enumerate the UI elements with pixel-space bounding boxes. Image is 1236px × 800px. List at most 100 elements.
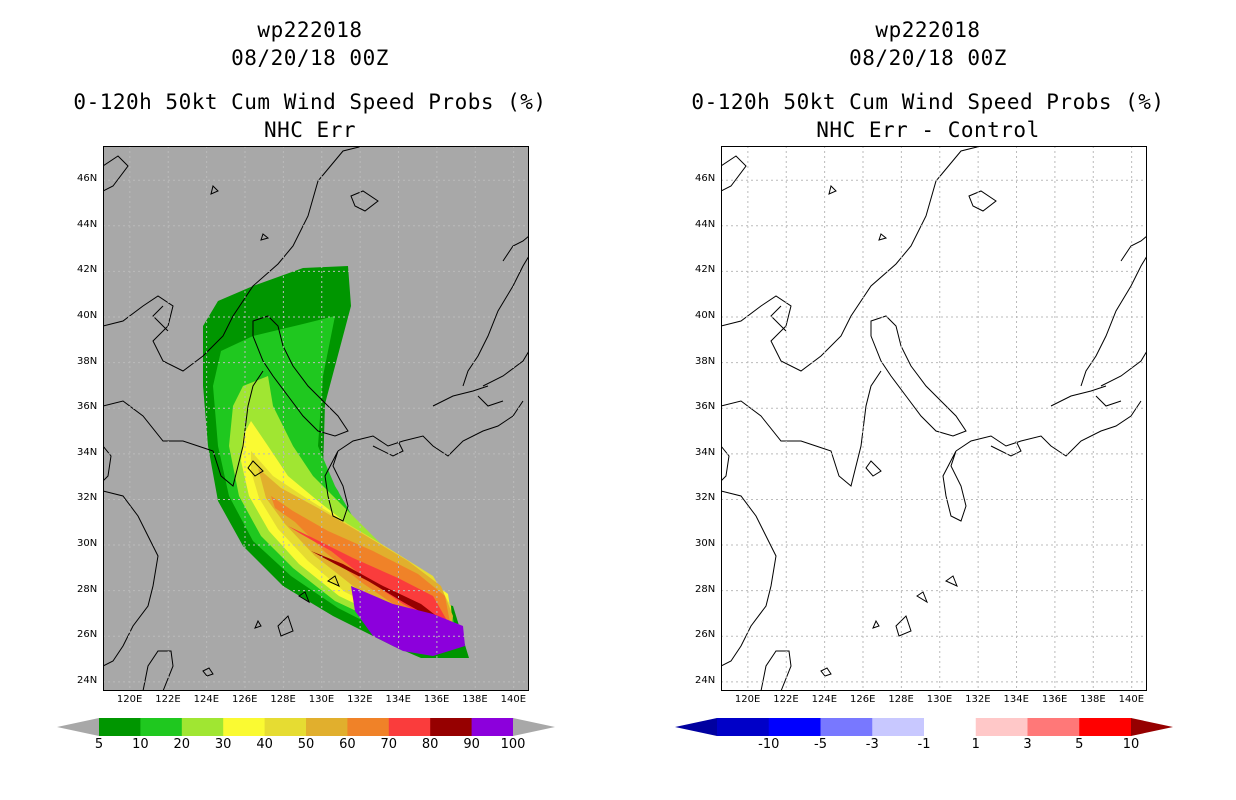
lon-tick-label: 126E <box>850 694 876 705</box>
lat-tick-label: 46N <box>77 173 98 185</box>
lat-tick-label: 40N <box>695 310 716 322</box>
lon-tick-label: 128E <box>888 694 914 705</box>
lon-tick-label: 120E <box>116 694 143 705</box>
left-coastlines <box>103 146 529 691</box>
right-title-subtitle: NHC Err - Control <box>816 118 1040 142</box>
lat-tick-label: 34N <box>77 446 98 458</box>
left-title-subtitle: NHC Err <box>263 118 356 142</box>
colorbar-segment <box>347 718 390 736</box>
right-colorbar-svg <box>675 718 1173 736</box>
right-graticule <box>721 146 1147 691</box>
colorbar-end-arrow <box>1131 718 1173 736</box>
colorbar-label: 3 <box>1023 737 1032 752</box>
lon-tick-label: 140E <box>1118 694 1145 705</box>
right-map-svg <box>721 146 1147 691</box>
probability-swath <box>203 266 469 658</box>
colorbar-label: 80 <box>421 737 439 752</box>
lon-tick-label: 132E <box>965 694 991 705</box>
colorbar-label: 5 <box>1075 737 1084 752</box>
lon-tick-label: 124E <box>193 694 220 705</box>
colorbar-label: 100 <box>500 737 526 752</box>
lat-tick-label: 30N <box>77 538 98 550</box>
lat-tick-label: 24N <box>77 674 98 686</box>
left-map-panel <box>103 146 529 691</box>
lat-tick-label: 42N <box>77 264 98 276</box>
lon-tick-label: 130E <box>308 694 335 705</box>
colorbar-label: 50 <box>297 737 315 752</box>
lon-tick-label: 130E <box>926 694 953 705</box>
lat-tick-label: 30N <box>695 538 716 550</box>
colorbar-segment <box>264 718 307 736</box>
lat-tick-label: 36N <box>77 401 98 413</box>
colorbar-segment <box>1079 718 1132 736</box>
colorbar-segment <box>306 718 348 736</box>
colorbar-label: 70 <box>380 737 398 752</box>
right-title-storm: wp222018 <box>875 18 981 42</box>
colorbar-label: -10 <box>758 737 780 752</box>
right-title-product: 0-120h 50kt Cum Wind Speed Probs (%) <box>691 90 1165 114</box>
lon-tick-label: 138E <box>462 694 488 705</box>
colorbar-segment <box>430 718 473 736</box>
left-title-storm: wp222018 <box>257 18 363 42</box>
lat-tick-label: 28N <box>695 583 716 595</box>
lon-tick-label: 122E <box>155 694 181 705</box>
right-title-date: 08/20/18 00Z <box>849 46 1007 70</box>
lat-tick-label: 40N <box>77 310 98 322</box>
lon-tick-label: 126E <box>232 694 258 705</box>
colorbar-label: 60 <box>339 737 356 752</box>
colorbar-segment <box>388 718 431 736</box>
colorbar-segment <box>717 718 770 736</box>
lon-tick-label: 124E <box>811 694 838 705</box>
colorbar-segment <box>140 718 183 736</box>
right-map-panel <box>721 146 1147 691</box>
colorbar-label: -5 <box>814 737 827 752</box>
colorbar-segment <box>975 718 1028 736</box>
band-90 <box>351 586 465 656</box>
colorbar-segment <box>1027 718 1080 736</box>
lon-tick-label: 132E <box>347 694 373 705</box>
lat-tick-label: 24N <box>695 674 716 686</box>
lat-tick-label: 28N <box>77 583 98 595</box>
lat-tick-label: 42N <box>695 264 716 276</box>
left-map-svg <box>103 146 529 691</box>
colorbar-label: 90 <box>463 737 480 752</box>
lon-tick-label: 136E <box>423 694 450 705</box>
lon-tick-label: 136E <box>1041 694 1068 705</box>
colorbar-label: -3 <box>865 737 879 752</box>
lon-tick-label: 134E <box>1003 694 1029 705</box>
colorbar-segment <box>924 718 977 736</box>
colorbar-label: 10 <box>1122 737 1140 752</box>
lat-tick-label: 44N <box>695 218 716 230</box>
left-title-product: 0-120h 50kt Cum Wind Speed Probs (%) <box>73 90 547 114</box>
left-colorbar-svg <box>57 718 555 736</box>
left-colorbar <box>57 716 555 738</box>
band-80 <box>311 551 443 621</box>
lat-tick-label: 46N <box>695 173 716 185</box>
colorbar-segment <box>181 718 224 736</box>
right-map-background <box>721 146 1147 691</box>
colorbar-label: 40 <box>256 737 273 752</box>
colorbar-label: 30 <box>214 737 232 752</box>
lat-tick-label: 32N <box>695 492 716 504</box>
colorbar-start-arrow <box>675 718 717 736</box>
band-10 <box>213 316 461 646</box>
colorbar-start-arrow <box>57 718 99 736</box>
colorbar-label: 20 <box>173 737 191 752</box>
left-graticule <box>103 146 529 691</box>
lat-tick-label: 44N <box>77 218 98 230</box>
lon-tick-label: 128E <box>270 694 296 705</box>
left-title-date: 08/20/18 00Z <box>231 46 389 70</box>
colorbar-segment <box>872 718 925 736</box>
right-coastlines <box>721 146 1147 691</box>
lat-tick-label: 26N <box>695 629 716 641</box>
colorbar-label: 10 <box>132 737 149 752</box>
colorbar-segment <box>768 718 821 736</box>
right-colorbar <box>675 716 1173 738</box>
colorbar-segment <box>223 718 266 736</box>
lat-tick-label: 32N <box>77 492 98 504</box>
colorbar-segment <box>471 718 514 736</box>
lat-tick-label: 26N <box>77 629 98 641</box>
lon-tick-label: 120E <box>734 694 761 705</box>
lat-tick-label: 36N <box>695 401 716 413</box>
colorbar-segment <box>99 718 141 736</box>
